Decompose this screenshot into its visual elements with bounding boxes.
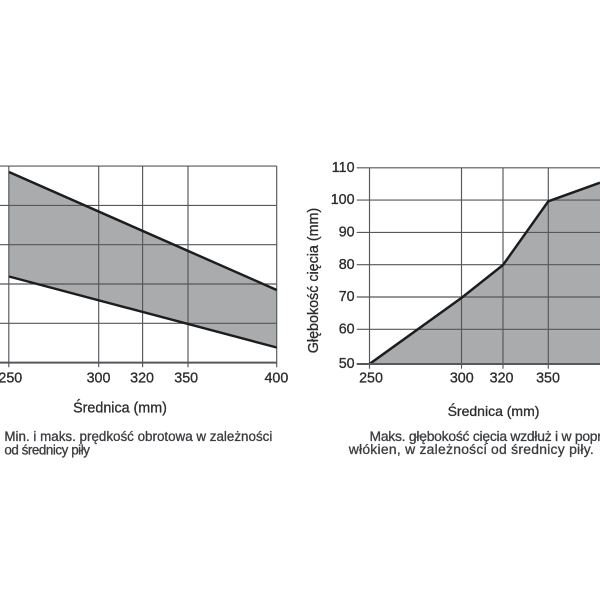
svg-text:80: 80 xyxy=(339,257,355,273)
svg-text:110: 110 xyxy=(332,160,355,176)
svg-text:300: 300 xyxy=(87,371,111,387)
svg-text:100: 100 xyxy=(331,192,355,208)
svg-text:Głębokość cięcia (mm): Głębokość cięcia (mm) xyxy=(306,208,322,353)
svg-text:Średnica (mm): Średnica (mm) xyxy=(73,398,167,416)
svg-text:od średnicy piły: od średnicy piły xyxy=(4,442,90,457)
svg-text:320: 320 xyxy=(130,371,154,387)
svg-text:300: 300 xyxy=(450,371,474,387)
svg-text:90: 90 xyxy=(339,225,355,241)
svg-text:Maks. głębokość cięcia wzdłuż: Maks. głębokość cięcia wzdłuż i w poprze… xyxy=(370,428,600,444)
svg-text:70: 70 xyxy=(339,289,355,305)
svg-text:350: 350 xyxy=(174,371,198,387)
svg-text:60: 60 xyxy=(339,321,355,337)
svg-text:250: 250 xyxy=(359,371,383,387)
svg-text:250: 250 xyxy=(0,371,22,387)
svg-text:Min. i maks. prędkość obrotowa: Min. i maks. prędkość obrotowa w zależno… xyxy=(4,429,272,444)
svg-text:400: 400 xyxy=(264,371,288,387)
svg-text:320: 320 xyxy=(490,371,514,387)
svg-text:włókien, w zależności od średn: włókien, w zależności od średnicy piły. xyxy=(348,441,594,457)
svg-text:350: 350 xyxy=(536,371,560,387)
svg-text:50: 50 xyxy=(339,356,355,372)
svg-text:Średnica (mm): Średnica (mm) xyxy=(448,402,540,419)
